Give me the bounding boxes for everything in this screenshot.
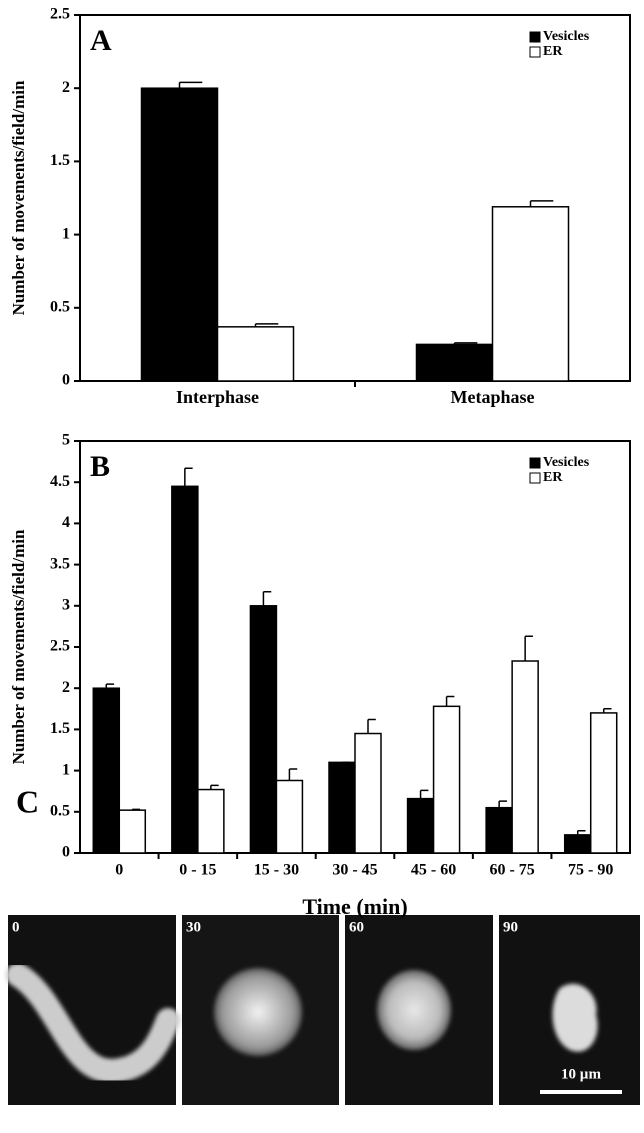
micrograph-0	[6, 915, 180, 1105]
panel-label: B	[90, 450, 110, 483]
bar	[485, 806, 513, 854]
frame-label: 30	[186, 919, 201, 935]
y-tick-label: 2	[62, 79, 70, 96]
legend-label: ER	[543, 470, 563, 485]
error-bar	[498, 800, 507, 808]
y-axis-label: Number of movements/field/min	[9, 80, 28, 315]
panel-label: A	[90, 24, 112, 57]
scale-bar-label: 10 µm	[561, 1066, 601, 1082]
bar	[92, 687, 121, 854]
bar	[589, 712, 618, 854]
error-bar	[288, 768, 298, 781]
micrograph-60	[345, 915, 493, 1105]
error-bar	[210, 784, 219, 790]
error-bar	[184, 467, 193, 487]
bar	[511, 660, 539, 854]
y-tick-label: 4.5	[50, 473, 70, 490]
error-bar	[445, 695, 455, 707]
y-tick-label: 1.5	[50, 152, 70, 169]
bar	[415, 343, 494, 382]
error-bar	[254, 323, 279, 327]
y-tick-label: 3.5	[50, 555, 70, 572]
x-tick-label: 75 - 90	[568, 862, 613, 879]
y-tick-label: 2	[62, 679, 70, 696]
error-bar	[178, 81, 203, 89]
error-bar	[524, 635, 533, 662]
x-tick-label: 30 - 45	[332, 862, 377, 879]
micrograph-30	[182, 915, 339, 1105]
y-tick-label: 0.5	[50, 298, 70, 315]
error-bar	[602, 708, 612, 713]
frame-label: 0	[12, 919, 20, 935]
bar	[140, 87, 219, 382]
x-axis-label: Time (min)	[302, 894, 407, 919]
bar	[171, 485, 199, 854]
y-axis-label: Number of movements/field/min	[9, 529, 28, 764]
y-tick-label: 0.5	[50, 802, 70, 819]
panel-label: C	[16, 783, 39, 819]
x-tick-label: 0 - 15	[179, 862, 216, 879]
frame-label: 90	[503, 919, 518, 935]
frame-label: 60	[349, 919, 364, 935]
y-tick-label: 1.5	[50, 720, 70, 737]
bar	[328, 761, 356, 854]
y-tick-label: 0	[62, 372, 70, 389]
y-tick-label: 3	[62, 596, 70, 613]
y-tick-label: 0	[62, 844, 70, 861]
x-tick-label: 0	[115, 862, 123, 879]
bar	[275, 779, 304, 854]
legend-label: Vesicles	[543, 29, 590, 44]
error-bar	[529, 200, 554, 207]
y-tick-label: 1	[62, 761, 70, 778]
y-tick-label: 2.5	[50, 6, 70, 23]
legend-swatch	[529, 31, 541, 43]
bar	[491, 206, 570, 382]
micrograph-90: 10 µm	[499, 915, 640, 1105]
x-tick-label: 45 - 60	[411, 862, 456, 879]
x-tick-label: 60 - 75	[489, 862, 534, 879]
y-tick-label: 1	[62, 225, 70, 242]
error-bar	[367, 718, 376, 734]
bar	[563, 834, 592, 854]
x-tick-label: Interphase	[176, 387, 259, 407]
bar	[216, 326, 295, 382]
error-bar	[576, 830, 586, 835]
bar	[406, 797, 435, 854]
bar	[249, 605, 278, 854]
error-bar	[131, 808, 141, 811]
bar	[197, 788, 225, 854]
legend-label: ER	[543, 44, 563, 59]
legend-swatch	[529, 472, 541, 484]
x-tick-label: 15 - 30	[254, 862, 299, 879]
error-bar	[262, 591, 272, 606]
error-bar	[105, 683, 115, 689]
y-tick-label: 5	[62, 432, 70, 449]
legend-swatch	[529, 457, 541, 469]
y-tick-label: 2.5	[50, 638, 70, 655]
error-bar	[453, 342, 478, 345]
error-bar	[419, 789, 429, 799]
legend-label: Vesicles	[543, 455, 590, 470]
legend-swatch	[529, 46, 541, 58]
bar	[432, 705, 461, 854]
bar	[118, 809, 147, 854]
x-tick-label: Metaphase	[451, 387, 535, 407]
y-tick-label: 4	[62, 514, 70, 531]
bar	[354, 732, 382, 854]
